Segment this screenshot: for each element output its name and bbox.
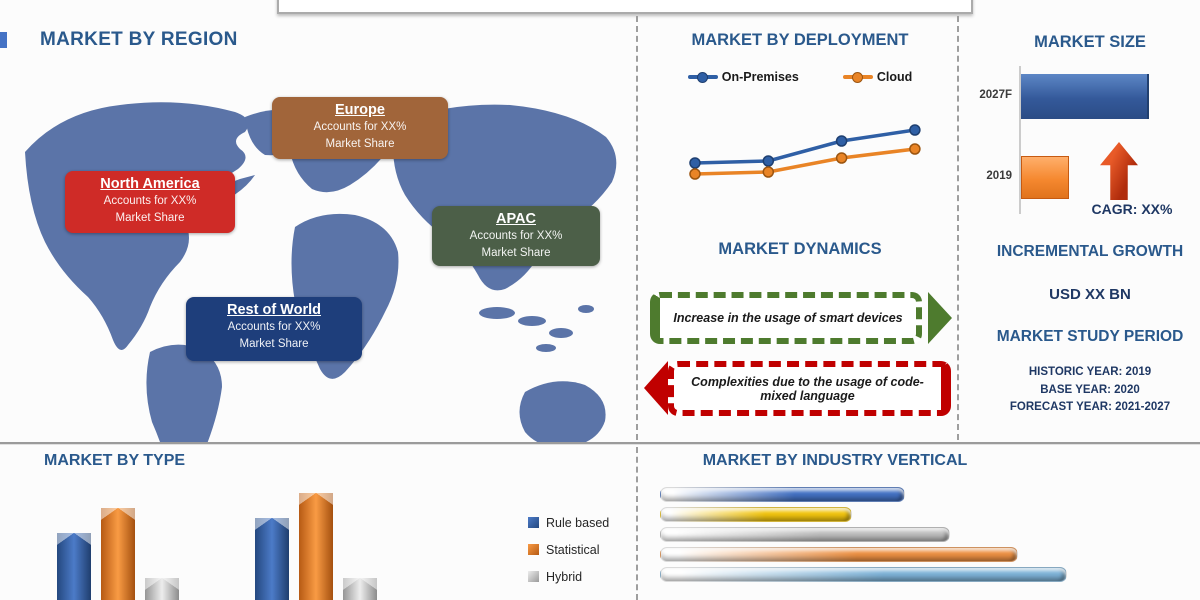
driver-arrowhead-icon <box>928 292 952 344</box>
callout-apac-share2: Market Share <box>481 247 551 259</box>
legend-item-rule-based: Rule based <box>528 514 609 531</box>
type-bar-hybrid-2 <box>343 578 377 600</box>
callout-europe-title: Europe <box>335 102 385 118</box>
market-size-bar-2019 <box>1021 156 1069 199</box>
dashed-divider-1 <box>636 16 638 440</box>
deployment-legend: On-Premises Cloud <box>660 70 940 84</box>
restraint-arrowhead-icon <box>644 361 668 415</box>
island-sea-1 <box>479 307 515 319</box>
historic-year: HISTORIC YEAR: 2019 <box>1028 366 1152 378</box>
rule-based-swatch-icon <box>528 517 539 528</box>
section-title-market-size: MARKET SIZE <box>1034 33 1146 51</box>
callout-europe-share: Accounts for XX% <box>313 121 407 133</box>
hybrid-swatch-icon <box>528 571 539 582</box>
legend-item-on-premises: On-Premises <box>687 70 799 84</box>
industry-bar-4 <box>660 547 1019 562</box>
island-sea-2 <box>518 316 546 326</box>
market-size-axis <box>1019 66 1021 214</box>
callout-north-america-share: Accounts for XX% <box>103 195 197 207</box>
on-premises-marker-icon <box>687 72 718 82</box>
continent-asia <box>392 104 617 291</box>
dashed-divider-2 <box>957 16 959 440</box>
type-chart <box>40 470 470 600</box>
restraint-banner: Complexities due to the usage of code-mi… <box>668 361 951 416</box>
statistical-swatch-icon <box>528 544 539 555</box>
industry-bar-2 <box>660 507 853 522</box>
left-edge-marker <box>0 32 7 48</box>
incremental-growth-value: USD XX BN <box>1049 286 1131 303</box>
callout-north-america-share2: Market Share <box>115 212 185 224</box>
type-bar-rule-based-1 <box>57 533 91 600</box>
callout-europe: Europe Accounts for XX% Market Share <box>272 97 448 159</box>
section-title-dynamics: MARKET DYNAMICS <box>718 240 882 258</box>
section-title-deployment: MARKET BY DEPLOYMENT <box>691 31 909 49</box>
cagr-label: CAGR: XX% <box>1091 201 1173 217</box>
cagr-up-arrow-icon <box>1100 142 1138 200</box>
type-bar-statistical-1 <box>101 508 135 600</box>
industry-bar-5 <box>660 567 1067 582</box>
market-size-bar-2027f <box>1021 74 1149 119</box>
section-title-study-period: MARKET STUDY PERIOD <box>996 328 1184 345</box>
horizontal-divider <box>0 442 1200 445</box>
callout-apac-title: APAC <box>495 211 536 227</box>
legend-label-rule-based: Rule based <box>546 515 610 530</box>
callout-north-america-title: North America <box>100 176 200 192</box>
forecast-year: FORECAST YEAR: 2021-2027 <box>1009 401 1171 413</box>
callout-apac-share: Accounts for XX% <box>469 230 563 242</box>
legend-label-statistical: Statistical <box>546 542 600 557</box>
callout-rest-of-world-title: Rest of World <box>227 302 321 318</box>
restraint-text: Complexities due to the usage of code-mi… <box>691 374 924 403</box>
continent-australia <box>519 381 606 442</box>
legend-label-hybrid: Hybrid <box>546 569 583 584</box>
deployment-chart <box>689 124 921 180</box>
top-title-box-partial <box>277 0 973 14</box>
island-sea-4 <box>578 305 594 313</box>
legend-item-cloud: Cloud <box>842 70 913 84</box>
callout-apac: APAC Accounts for XX% Market Share <box>432 206 600 266</box>
callout-europe-share2: Market Share <box>325 138 395 150</box>
continent-south-america <box>146 344 222 442</box>
callout-rest-of-world-share: Accounts for XX% <box>227 321 321 333</box>
type-legend: Rule based Statistical Hybrid <box>528 514 609 595</box>
island-sea-3 <box>549 328 573 338</box>
industry-bar-3 <box>660 527 950 542</box>
legend-item-statistical: Statistical <box>528 541 609 558</box>
legend-label-on-premises: On-Premises <box>721 70 799 84</box>
callout-rest-of-world-share2: Market Share <box>239 338 309 350</box>
market-size-label-2019: 2019 <box>986 170 1012 182</box>
island-sea-5 <box>536 344 556 352</box>
section-title-type: MARKET BY TYPE <box>44 452 186 469</box>
study-period-lines: HISTORIC YEAR: 2019 BASE YEAR: 2020 FORE… <box>966 364 1200 417</box>
market-size-label-2027f: 2027F <box>979 89 1012 101</box>
callout-rest-of-world: Rest of World Accounts for XX% Market Sh… <box>186 297 362 361</box>
callout-north-america: North America Accounts for XX% Market Sh… <box>65 171 235 233</box>
legend-label-cloud: Cloud <box>876 70 913 84</box>
industry-bar-1 <box>660 487 905 502</box>
dashed-divider-3 <box>636 447 638 600</box>
driver-text: Increase in the usage of smart devices <box>673 311 903 325</box>
section-title-region: MARKET BY REGION <box>40 29 238 50</box>
legend-item-hybrid: Hybrid <box>528 568 609 585</box>
base-year: BASE YEAR: 2020 <box>1040 383 1140 396</box>
type-bar-hybrid-1 <box>145 578 179 600</box>
industry-vertical-chart <box>660 487 1100 587</box>
section-title-industry: MARKET BY INDUSTRY VERTICAL <box>702 452 968 469</box>
section-title-incremental-growth: INCREMENTAL GROWTH <box>996 243 1184 260</box>
type-bar-statistical-2 <box>299 493 333 600</box>
cloud-marker-icon <box>842 72 873 82</box>
type-bar-rule-based-2 <box>255 518 289 600</box>
driver-banner: Increase in the usage of smart devices <box>650 292 922 344</box>
